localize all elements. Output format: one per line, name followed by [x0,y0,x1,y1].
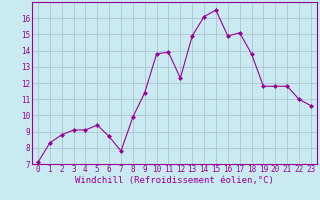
X-axis label: Windchill (Refroidissement éolien,°C): Windchill (Refroidissement éolien,°C) [75,176,274,185]
